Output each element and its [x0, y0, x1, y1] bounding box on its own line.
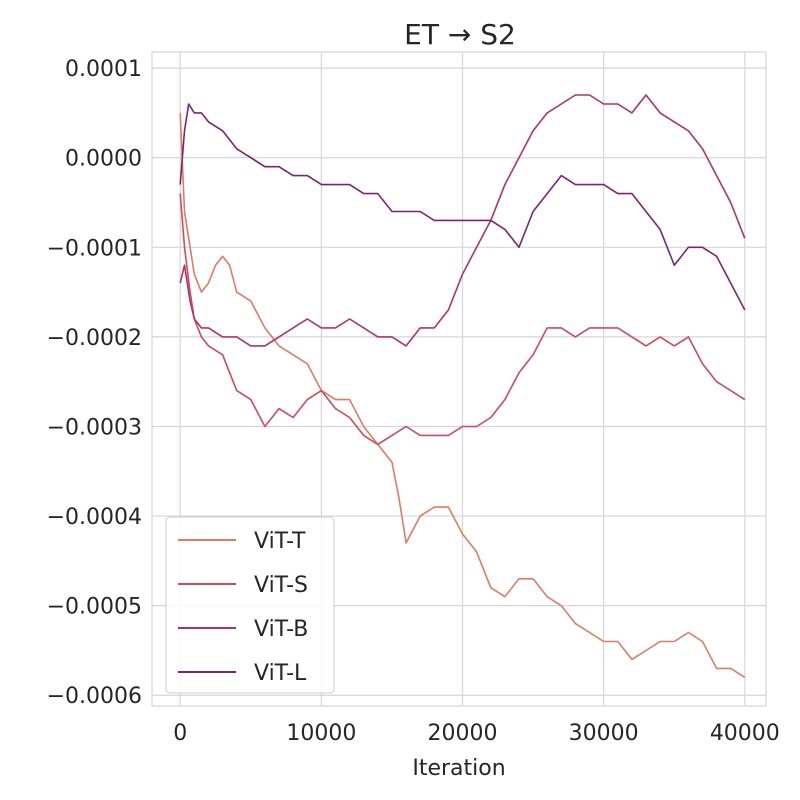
grid-lines [152, 52, 766, 706]
series-line-vit-l [179, 103, 746, 311]
x-axis-title: Iteration [412, 756, 505, 781]
chart-title: ET → S2 [404, 18, 516, 51]
plot-frame [151, 51, 767, 707]
y-tick-label: −0.0001 [47, 236, 142, 261]
legend-label: ViT-T [254, 529, 306, 554]
legend-label: ViT-S [254, 573, 308, 598]
x-axis-ticks: 0 10000 20000 30000 40000 [173, 721, 780, 746]
y-tick-label: −0.0006 [47, 684, 142, 709]
series-line-vit-b [179, 94, 746, 347]
y-tick-label: 0.0001 [65, 57, 142, 82]
x-tick-label: 0 [173, 721, 187, 746]
y-tick-label: 0.0000 [65, 147, 142, 172]
y-tick-label: −0.0002 [47, 326, 142, 351]
series-lines [179, 94, 746, 678]
x-tick-label: 20000 [428, 721, 498, 746]
series-line-vit-t [179, 112, 746, 678]
legend-label: ViT-B [254, 617, 308, 642]
legend: ViT-T ViT-S ViT-B ViT-L [165, 516, 335, 694]
y-tick-label: −0.0005 [47, 595, 142, 620]
legend-box [165, 516, 335, 694]
x-tick-label: 40000 [710, 721, 780, 746]
y-tick-label: −0.0004 [47, 505, 142, 530]
series-line-vit-s [179, 193, 746, 446]
y-axis-ticks: 0.0001 0.0000 −0.0001 −0.0002 −0.0003 −0.0004… [47, 57, 142, 709]
legend-label: ViT-L [254, 661, 307, 686]
x-tick-label: 30000 [569, 721, 639, 746]
y-tick-label: −0.0003 [47, 415, 142, 440]
x-tick-label: 10000 [286, 721, 356, 746]
